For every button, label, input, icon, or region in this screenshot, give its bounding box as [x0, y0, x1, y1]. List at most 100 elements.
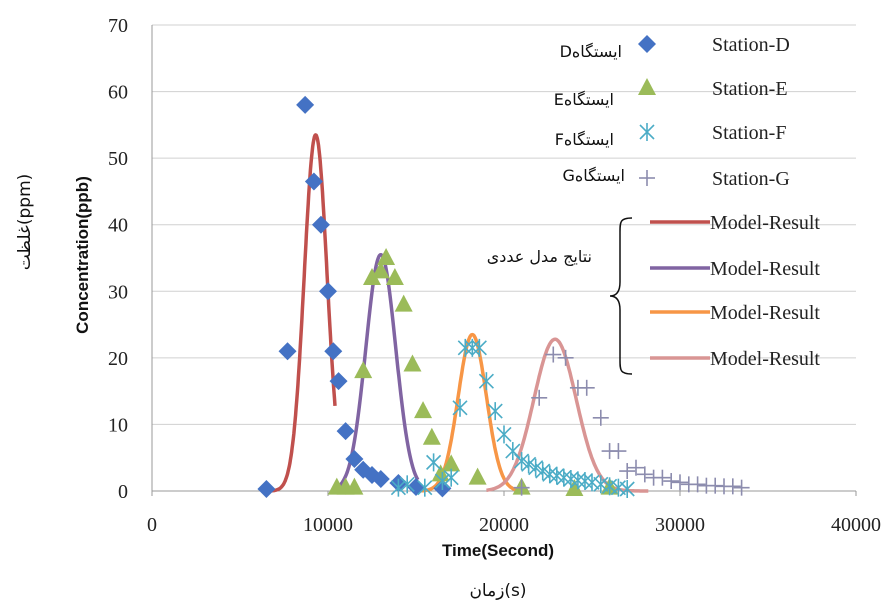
station-f-point: [399, 475, 415, 494]
station-d-point: [304, 172, 323, 191]
station-f-point: [496, 425, 512, 444]
station-label-f-fa: Fایستگاه: [555, 130, 614, 149]
station-e-point: [431, 464, 450, 482]
legend: Station-D Station-E Station-F Station-G Mode…: [638, 34, 820, 370]
y-tick-label: 70: [108, 15, 128, 37]
station-f-point: [478, 372, 494, 391]
station-e-point: [422, 427, 441, 445]
station-e-point: [363, 267, 381, 285]
legend-label: Station-F: [712, 122, 786, 144]
station-d-point: [345, 450, 364, 469]
station-g-point: [636, 466, 653, 483]
station-label-e-fa: Eایستگاه: [554, 90, 614, 109]
station-g-point: [592, 409, 609, 426]
x-tick-label: 40000: [831, 514, 881, 536]
y-tick-label: 10: [108, 414, 128, 436]
station-g-point: [733, 479, 750, 496]
y-tick-label: 40: [108, 215, 128, 237]
station-g-point: [654, 469, 671, 486]
x-axis-title: Time(Second): [442, 541, 554, 560]
y-tick-label: 30: [108, 281, 128, 303]
station-e-point: [394, 294, 413, 312]
station-d-point: [278, 342, 297, 361]
station-g-point: [610, 443, 627, 460]
y-axis-title-persian: غلظت(ppm): [15, 174, 35, 271]
station-f-point: [584, 473, 600, 492]
legend-label: Model-Result: [710, 348, 820, 370]
legend-label: Station-G: [712, 168, 790, 190]
station-g-point: [578, 379, 595, 396]
station-f-point: [471, 338, 487, 357]
legend-label: Model-Result: [710, 258, 820, 280]
station-e-point: [565, 479, 584, 497]
station-g-point: [663, 473, 680, 490]
station-label-d-fa: Dایستگاه: [560, 42, 622, 61]
station-labels-persian: Dایستگاه Eایستگاه Fایستگاه Gایستگاه: [554, 42, 625, 185]
station-g-point: [531, 389, 548, 406]
x-tick-label: 20000: [479, 514, 529, 536]
station-e-point: [442, 454, 461, 472]
station-d-point: [371, 470, 390, 489]
model-brace: [609, 217, 633, 375]
station-f-point: [505, 442, 521, 461]
station-f-point: [434, 472, 450, 491]
station-f-point: [390, 478, 406, 497]
station-f-point: [426, 453, 442, 472]
station-label-g-fa: Gایستگاه: [563, 166, 626, 185]
station-e-point: [468, 467, 487, 485]
station-f-point: [593, 475, 609, 494]
station-f-point: [443, 468, 459, 487]
y-tick-label: 0: [118, 481, 128, 503]
legend-label: Station-D: [712, 34, 790, 56]
station-e-point: [385, 267, 404, 285]
station-e-point: [377, 248, 396, 265]
station-g-point: [672, 474, 688, 491]
y-tick-label: 50: [108, 148, 128, 170]
tick-labels: 0 10 20 30 40 50 60 70 0 10000 20000 30000 40000: [108, 15, 881, 536]
station-f-point: [619, 480, 635, 499]
station-e-point: [354, 361, 373, 379]
grid-lines: [152, 24, 856, 425]
model-result-line-2: [332, 252, 420, 492]
model-result-line-1: [265, 133, 337, 493]
station-d-point: [296, 95, 315, 114]
station-d-point: [336, 422, 355, 441]
legend-label: Model-Result: [710, 302, 820, 324]
station-g-point: [628, 459, 644, 476]
station-points: [257, 95, 750, 499]
legend-label: Station-E: [712, 78, 788, 100]
station-d-point: [324, 342, 343, 361]
legend-station-d-marker: [638, 35, 656, 53]
x-tick-label: 10000: [303, 514, 353, 536]
legend-station-e-marker: [638, 78, 656, 95]
station-g-point: [557, 349, 574, 366]
station-e-point: [371, 261, 390, 279]
station-d-point: [311, 215, 330, 234]
model-result-line-3: [415, 332, 521, 493]
station-g-point: [513, 479, 530, 496]
y-tick-label: 20: [108, 348, 128, 370]
x-axis-title-persian: زمان(s): [469, 581, 526, 601]
station-f-point: [417, 478, 433, 497]
station-d-point: [319, 282, 337, 301]
station-g-point: [619, 463, 636, 480]
legend-label: Model-Result: [710, 212, 820, 234]
legend-station-g-marker: [639, 170, 655, 186]
x-tick-label: 30000: [655, 514, 705, 536]
y-axis-title: Concentration(ppb): [73, 176, 92, 334]
station-g-point: [689, 476, 706, 493]
model-note-fa: نتایج مدل عددی: [487, 247, 592, 266]
station-f-point: [487, 402, 503, 421]
station-e-point: [414, 401, 433, 419]
x-tick-label: 0: [147, 514, 157, 536]
y-tick-label: 60: [108, 82, 128, 104]
station-g-point: [545, 346, 562, 363]
station-f-point: [452, 398, 468, 417]
legend-station-f-marker: [639, 123, 655, 141]
station-d-point: [329, 372, 348, 391]
station-e-point: [345, 477, 364, 495]
station-e-point: [403, 354, 422, 372]
station-d-point: [257, 480, 276, 499]
